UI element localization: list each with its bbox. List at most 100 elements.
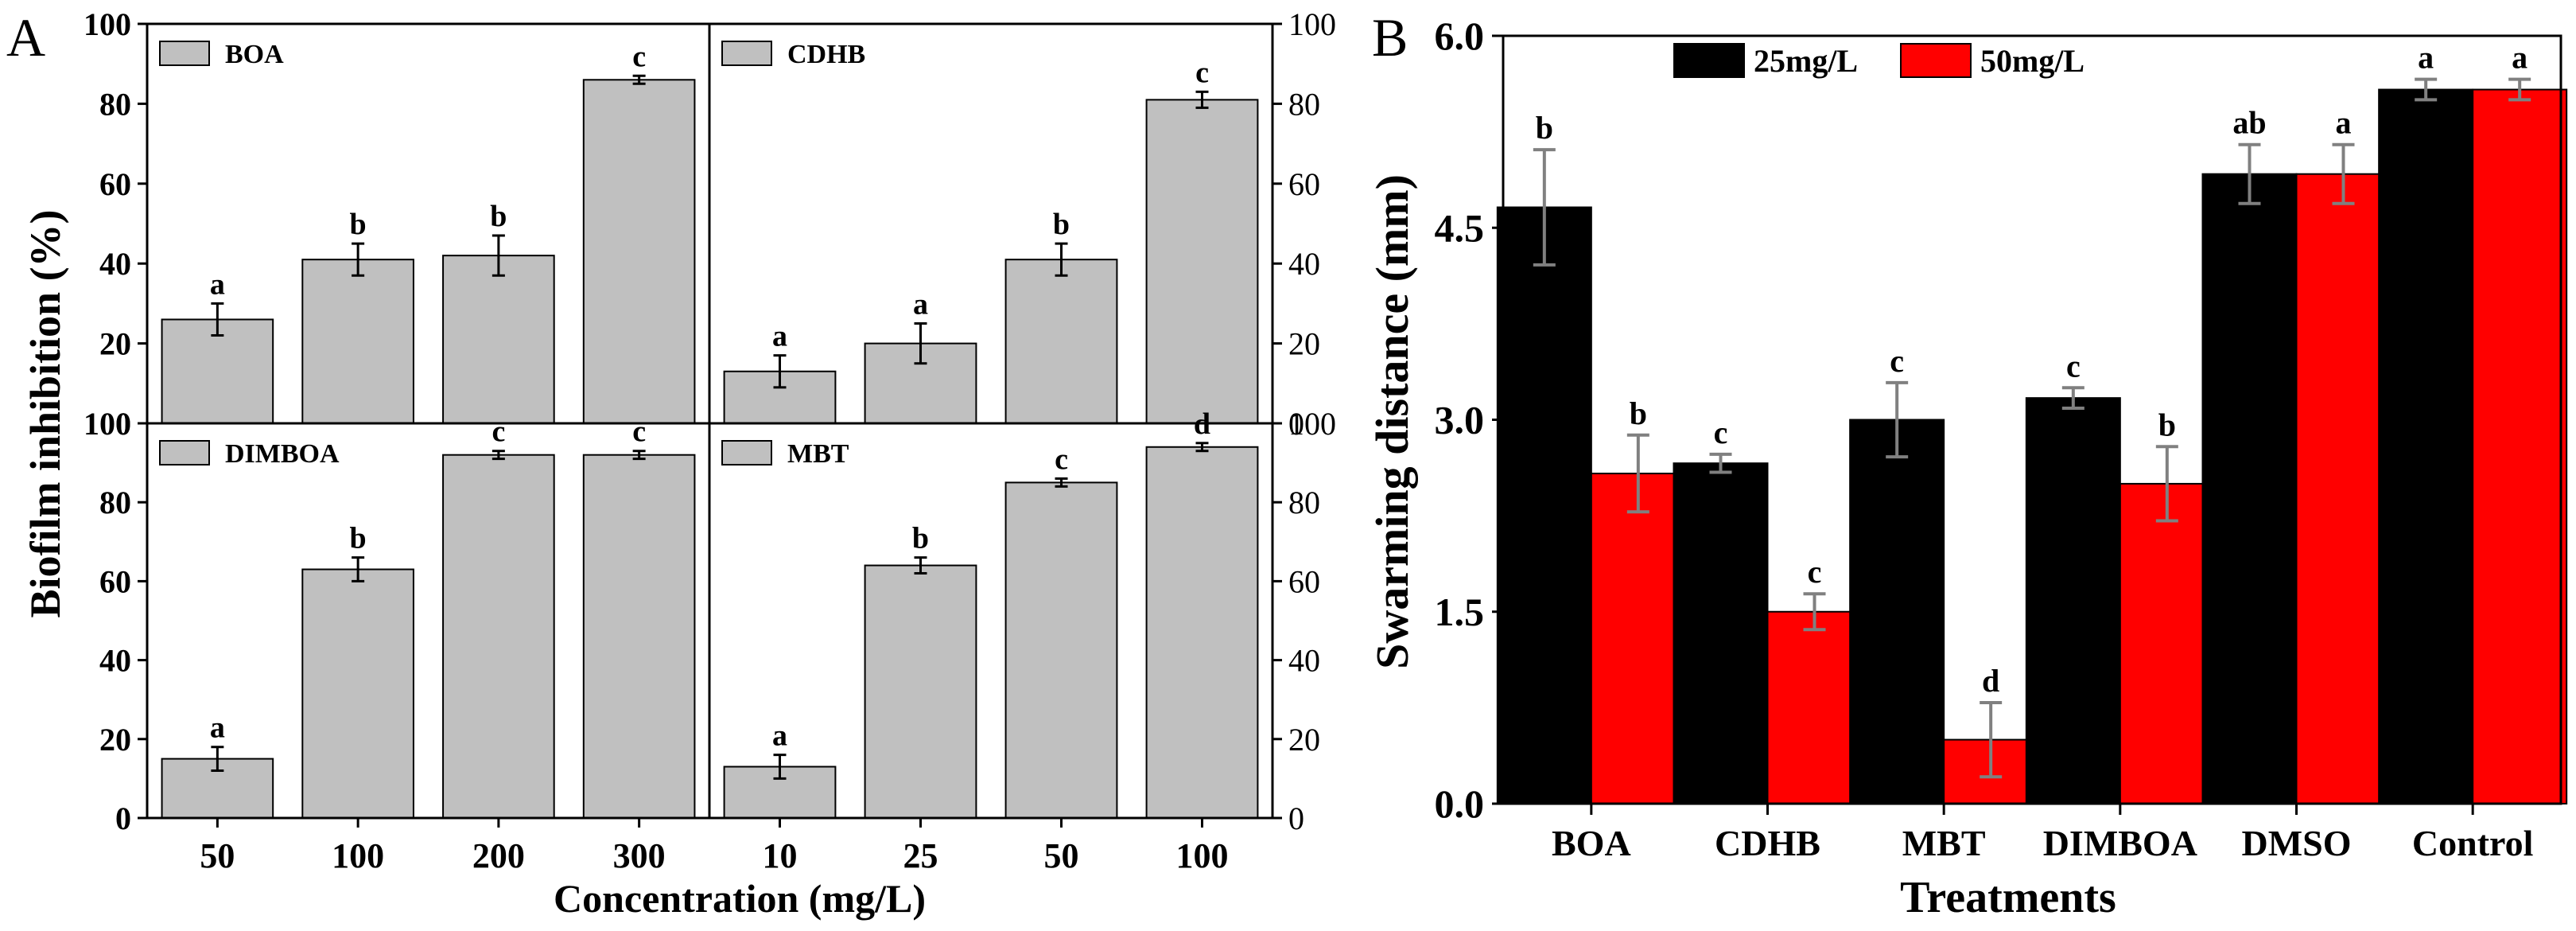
legend-swatch	[721, 41, 772, 66]
bar-mbt-25	[864, 564, 977, 819]
bar-cdhb-50	[1004, 259, 1118, 424]
bar-50mg-l-dmso	[2295, 173, 2391, 804]
bar-dimboa-300	[582, 454, 696, 819]
significance-letter: c	[1195, 56, 1209, 89]
x-tick-label: BOA	[1552, 823, 1631, 863]
x-tick-label: 100	[332, 836, 384, 875]
bar-25mg-l-dmso	[2201, 173, 2298, 804]
significance-letter: b	[2158, 407, 2176, 442]
y-tick-label: 1.5	[1435, 590, 1485, 634]
bar-boa-50	[161, 318, 274, 425]
significance-letter: a	[913, 288, 928, 321]
significance-letter: a	[2512, 40, 2527, 76]
y-tick-label-right: 20	[1288, 722, 1320, 758]
significance-letter: c	[1714, 415, 1728, 450]
significance-letter: d	[1982, 663, 1999, 699]
panel-a-label: A	[6, 7, 45, 68]
legend-label: DIMBOA	[225, 439, 340, 469]
bar-boa-300	[582, 79, 696, 424]
significance-letter: b	[490, 200, 507, 233]
panel-b-y-axis-label: Swarming distance (mm)	[1366, 174, 1418, 669]
y-tick-label: 3.0	[1435, 398, 1485, 442]
y-tick-label-right: 20	[1288, 326, 1320, 362]
legend-swatch-50mg-l	[1900, 43, 1972, 78]
bar-cdhb-100	[1145, 99, 1259, 424]
y-tick-label-right: 60	[1288, 563, 1320, 599]
y-tick-label: 40	[99, 643, 131, 679]
significance-letter: c	[1890, 343, 1904, 379]
bar-dimboa-200	[442, 454, 555, 819]
x-tick-label: DIMBOA	[2043, 823, 2197, 863]
significance-letter: c	[632, 40, 646, 73]
significance-letter: c	[632, 415, 646, 449]
panel-a-y-axis-label: Biofilm inhibition (%)	[21, 209, 69, 617]
y-tick-label: 20	[99, 722, 131, 758]
bar-50mg-l-control	[2472, 88, 2568, 805]
x-tick-label: CDHB	[1715, 823, 1820, 863]
significance-letter: b	[1536, 110, 1553, 146]
legend-swatch	[159, 440, 210, 465]
bar-boa-100	[301, 259, 414, 424]
y-tick-label-right: 40	[1288, 246, 1320, 282]
y-tick-label: 20	[99, 326, 131, 362]
significance-letter: a	[210, 711, 225, 745]
y-tick-label: 60	[99, 563, 131, 599]
panel-b-plot: b b BOA c c CDHB c d MBT c b DIMBOA ab a DMSO a a Control…	[1435, 14, 2568, 863]
x-tick-label: 200	[472, 836, 525, 875]
x-tick-label: 10	[763, 836, 798, 875]
y-tick-label: 0	[115, 801, 131, 836]
bar-boa-200	[442, 255, 555, 424]
legend-label: CDHB	[787, 40, 865, 69]
panel-b: B b b BOA c c CDHB c d MBT c b DIMBOA ab a DMSO a a Contr…	[1366, 7, 2568, 922]
subplot-boa: a b b c BOA 0 20 40 60 80 100	[84, 6, 711, 442]
subplot-cdhb: a a b c CDHB 0 20 40 60 80 100	[708, 6, 1336, 442]
significance-letter: a	[210, 267, 225, 301]
significance-letter: b	[1053, 208, 1070, 241]
significance-letter: b	[350, 522, 367, 555]
significance-letter: c	[1808, 554, 1822, 590]
bar-25mg-l-boa	[1496, 206, 1592, 804]
bar-dimboa-100	[301, 568, 414, 820]
y-tick-label: 80	[99, 86, 131, 122]
subplot-dimboa: a 50 b 100 c 200 c 300 DIMBOA 0 20 40 60 80 100	[84, 406, 711, 875]
significance-letter: a	[2336, 105, 2352, 141]
panel-a: A ab bcBOA020406080100aabcCDHB02040608010…	[6, 6, 1336, 921]
y-tick-label-right: 80	[1288, 485, 1320, 520]
significance-letter: a	[2418, 40, 2434, 76]
bar-25mg-l-dimboa	[2025, 397, 2121, 804]
x-tick-label: 50	[1044, 836, 1079, 875]
y-tick-label-right: 0	[1288, 406, 1304, 442]
significance-letter: c	[1055, 442, 1068, 476]
significance-letter: b	[912, 522, 929, 555]
legend-label: MBT	[787, 439, 849, 469]
bar-25mg-l-cdhb	[1673, 462, 1769, 805]
x-tick-label: MBT	[1902, 823, 1986, 863]
bar-50mg-l-cdhb	[1766, 610, 1863, 804]
y-tick-label: 100	[84, 406, 131, 442]
y-tick-label: 100	[84, 6, 131, 42]
significance-letter: c	[2066, 348, 2081, 384]
x-tick-label: DMSO	[2242, 823, 2352, 863]
panel-a-grid: ab bcBOA020406080100aabcCDHB020406080100a…	[84, 6, 1336, 875]
y-tick-label-right: 0	[1288, 801, 1304, 836]
y-tick-label-right: 60	[1288, 166, 1320, 202]
significance-letter: b	[1630, 395, 1647, 431]
bar-25mg-l-mbt	[1849, 419, 1945, 804]
legend-label: BOA	[225, 40, 284, 69]
y-tick-label-right: 40	[1288, 643, 1320, 679]
significance-letter: c	[491, 415, 505, 449]
y-tick-label-right: 100	[1288, 406, 1336, 442]
y-tick-label: 0.0	[1435, 781, 1485, 826]
significance-letter: b	[350, 208, 367, 241]
bar-mbt-50	[1004, 481, 1118, 820]
significance-letter: ab	[2232, 105, 2266, 141]
y-tick-label-right: 100	[1288, 6, 1336, 42]
panel-b-label: B	[1372, 7, 1408, 68]
x-tick-label: 100	[1176, 836, 1229, 875]
significance-letter: a	[772, 719, 787, 753]
legend-label: 25mg/L	[1754, 43, 1858, 79]
significance-letter: a	[772, 320, 787, 353]
y-tick-label: 6.0	[1435, 14, 1485, 58]
